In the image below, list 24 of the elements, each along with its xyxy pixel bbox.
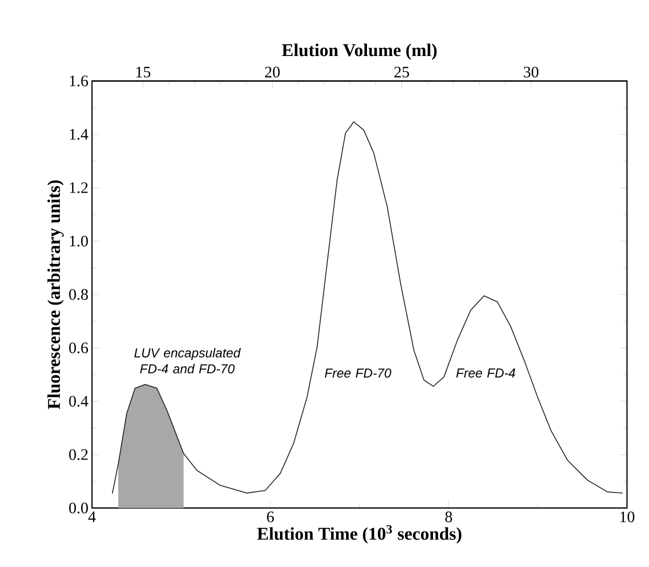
annotation: Free FD-70 — [324, 368, 392, 378]
y-tick-label: 0.8 — [69, 289, 88, 300]
x2-tick-label: 15 — [136, 66, 150, 78]
x2-tick-label: 30 — [524, 66, 538, 78]
x2-axis-title: Elution Volume (ml) — [282, 44, 437, 60]
y-axis-title: Fluorescence (arbitrary units) — [47, 180, 64, 410]
y-tick-label: 0.4 — [69, 396, 88, 407]
x-tick-label: 8 — [445, 512, 452, 522]
x2-tick-label: 25 — [394, 66, 410, 78]
line-series — [112, 121, 624, 494]
x-tick-label: 6 — [267, 512, 274, 522]
y-tick-label: 0.2 — [69, 449, 88, 460]
y-tick-label: 1.0 — [70, 236, 88, 247]
y-tick-label: 1.2 — [70, 182, 88, 194]
y-tick-label: 1.6 — [70, 76, 88, 86]
y-tick-label: 1.4 — [70, 129, 88, 140]
x-axis-title: Elution Time (10$^{3}$ seconds) — [257, 525, 462, 544]
x-tick-label: 10 — [620, 512, 634, 522]
annotation: LUV encapsulated FD-4 and FD-70 — [134, 348, 241, 374]
annotation: Free FD-4 — [456, 368, 516, 378]
y-tick-label: 0.6 — [69, 342, 88, 354]
y-tick-label: 0.0 — [69, 502, 88, 514]
x2-tick-label: 20 — [265, 66, 280, 78]
x-tick-label: 4 — [88, 512, 96, 522]
